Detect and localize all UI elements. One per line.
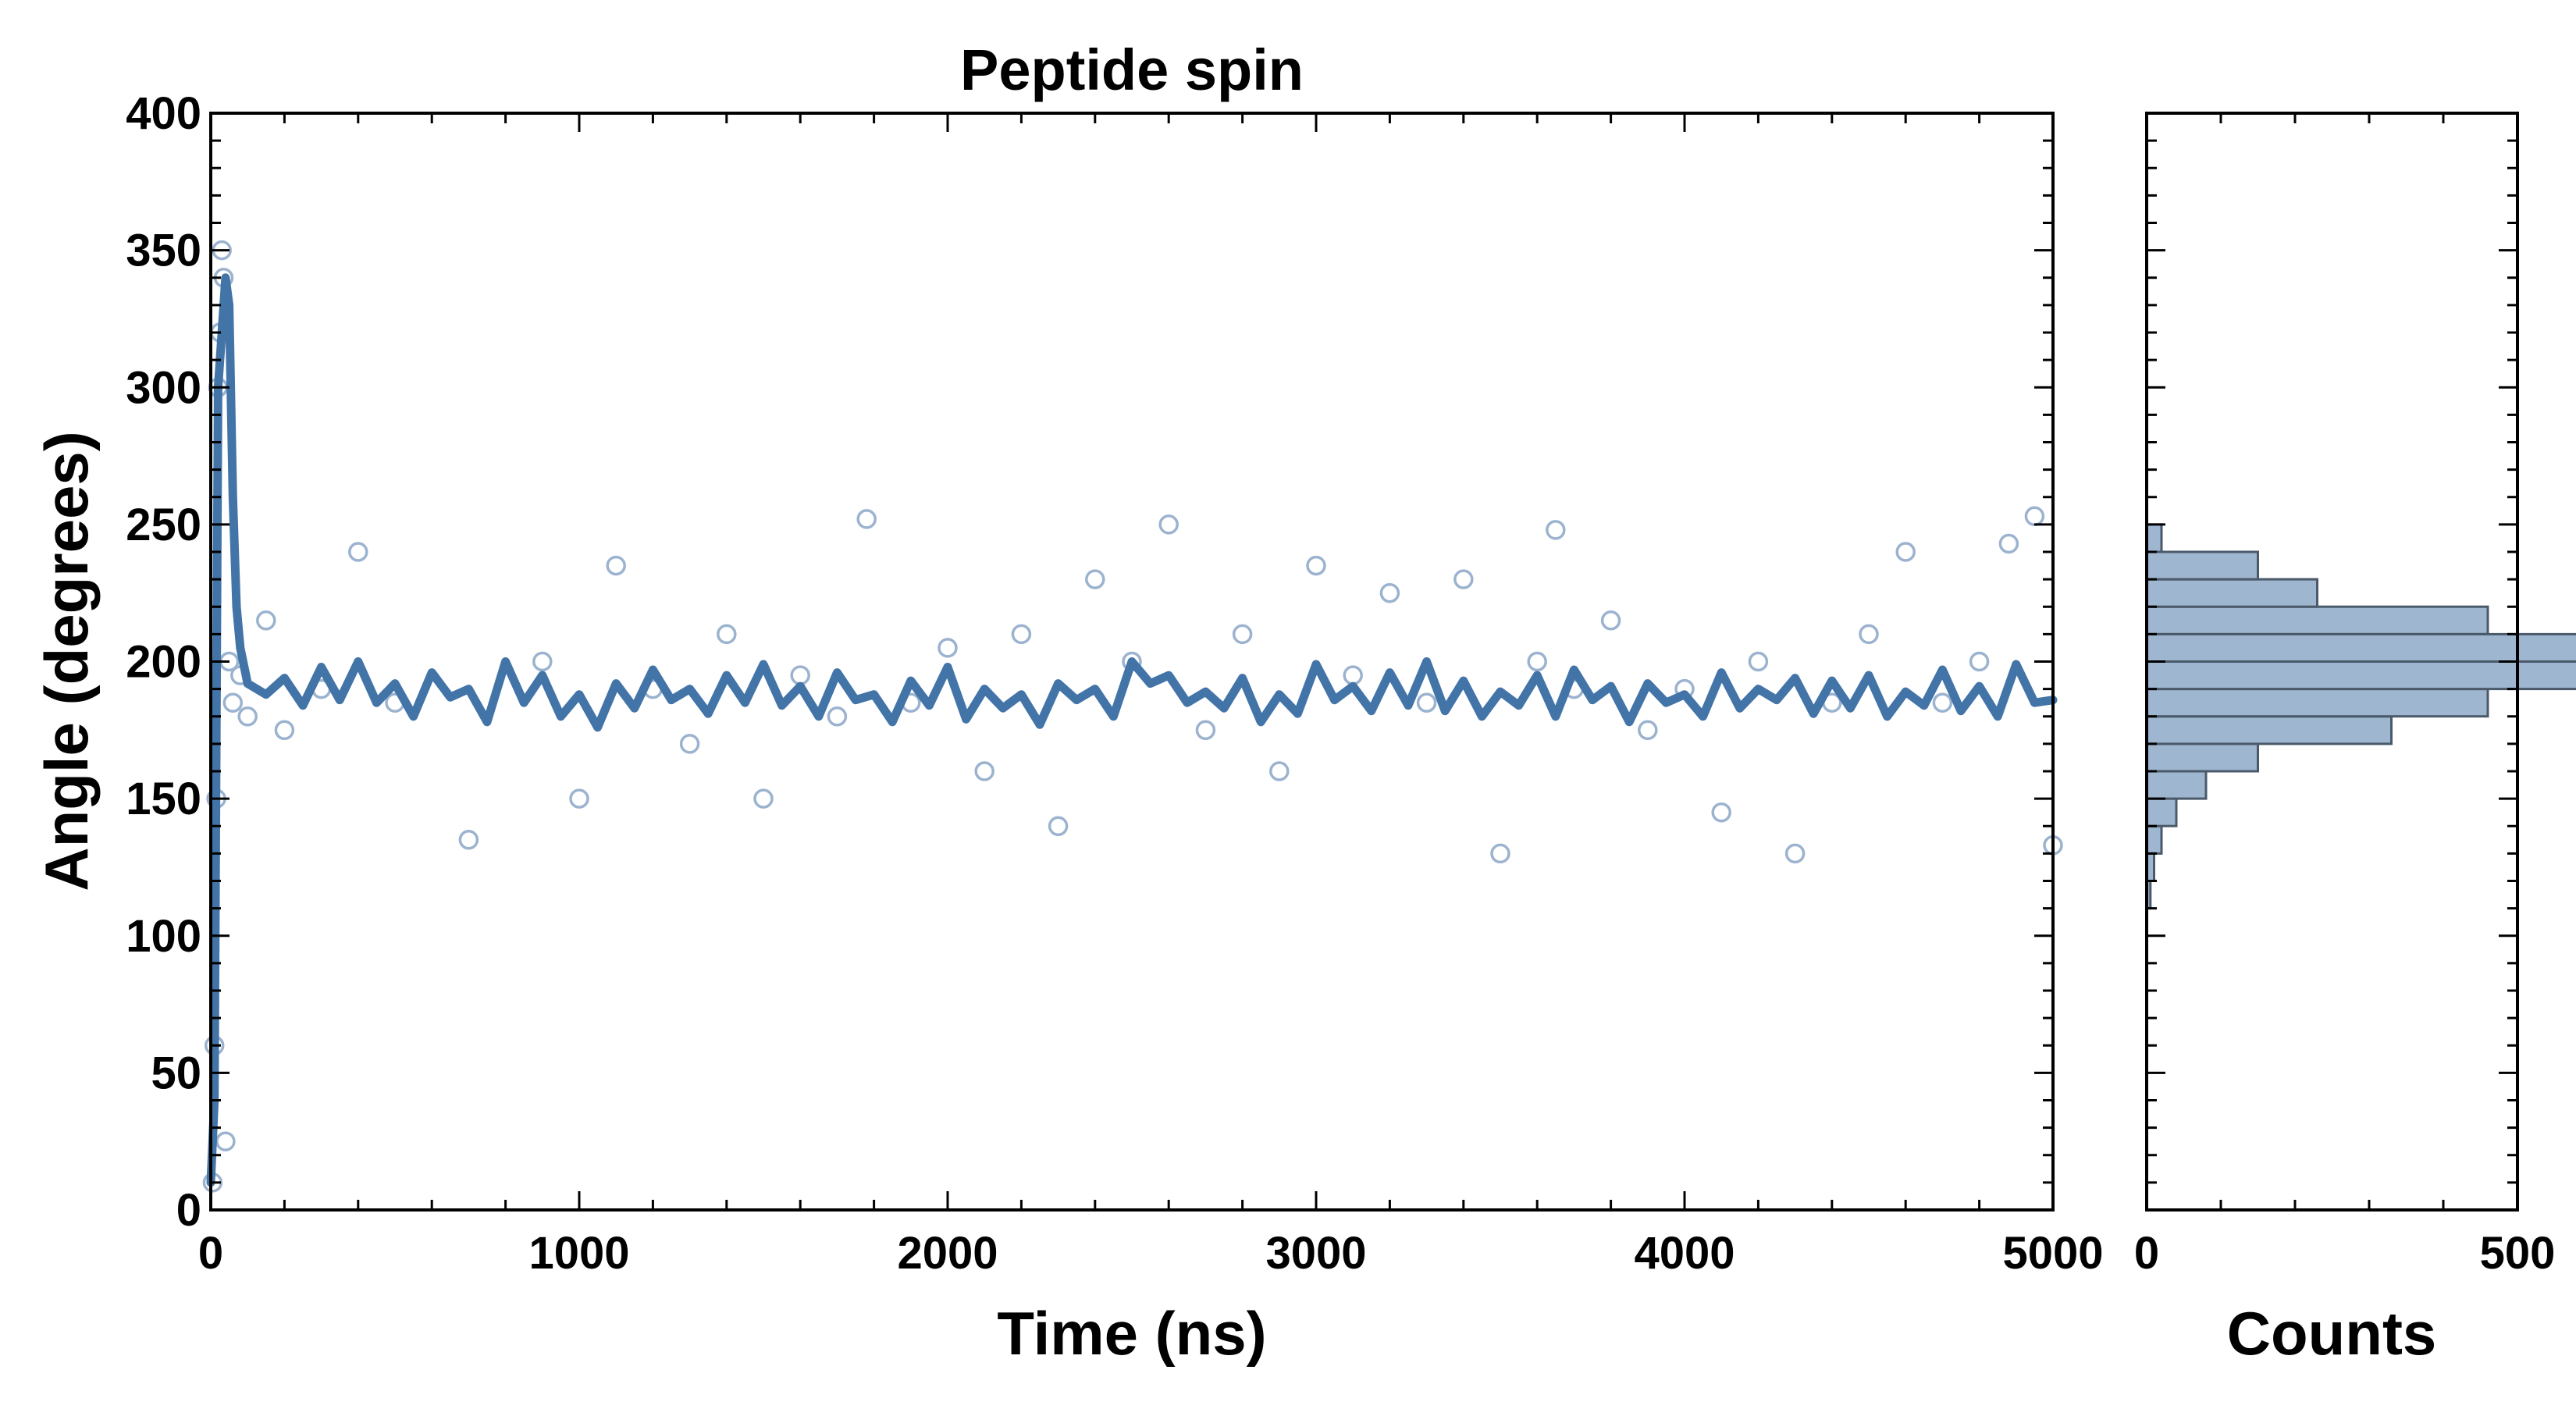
x-tick-label: 1000 [528, 1228, 629, 1279]
scatter-point [1748, 651, 1769, 672]
scatter-point [1269, 761, 1290, 781]
scatter-point [1085, 569, 1105, 589]
scatter-point [1932, 692, 1953, 713]
scatter-point [856, 509, 877, 529]
scatter-point [1638, 720, 1658, 741]
scatter-point [1600, 610, 1621, 631]
scatter-point [1527, 651, 1547, 672]
scatter-point [348, 542, 368, 562]
scatter-point [753, 788, 774, 809]
scatter-point [1158, 514, 1179, 535]
scatter-point [790, 665, 810, 685]
x-tick-label: 5000 [2002, 1228, 2103, 1279]
histogram-x-axis-label: Counts [2227, 1299, 2437, 1368]
scatter-point [938, 638, 958, 658]
y-tick-label: 200 [126, 637, 201, 688]
scatter-point [1306, 555, 1326, 576]
y-tick-label: 50 [151, 1048, 201, 1098]
histogram-bar [2145, 523, 2163, 553]
histogram-bar [2145, 550, 2259, 581]
scatter-point [1379, 582, 1400, 603]
histogram-bar [2145, 578, 2318, 608]
scatter-point [1195, 720, 1216, 741]
scatter-point [1343, 665, 1363, 685]
y-tick-label: 300 [126, 362, 201, 413]
scatter-point [1711, 802, 1731, 823]
y-tick-label: 150 [126, 774, 201, 824]
histogram-bar [2145, 632, 2576, 664]
y-tick-label: 0 [176, 1185, 201, 1236]
scatter-point [1784, 843, 1806, 864]
scatter-point [1859, 624, 1879, 645]
histogram-bar [2145, 605, 2489, 635]
main-plot: 0 1000 2000 3000 4000 5000 0 50 100 150 200 250 300 3… [32, 37, 2104, 1368]
scatter-point [569, 788, 589, 809]
scatter-point [237, 706, 258, 727]
chart-title: Peptide spin [960, 37, 1304, 102]
scatter-point [1998, 533, 2019, 554]
histogram-plot: 0 500 Counts [2134, 112, 2576, 1368]
scatter-point [1453, 569, 1474, 589]
scatter-point [458, 830, 479, 850]
scatter-point [1011, 624, 1032, 645]
histogram-bar [2145, 688, 2489, 718]
scatter-point [606, 555, 626, 576]
scatter-point [1969, 651, 1990, 672]
y-tick-label: 250 [126, 500, 201, 550]
line-layer [206, 273, 2058, 1187]
histogram-bar [2145, 660, 2576, 691]
scatter-point [827, 706, 848, 727]
scatter-point [974, 761, 994, 781]
histogram-bar [2145, 797, 2178, 827]
scatter-point [2024, 506, 2045, 527]
scatter-point [1895, 542, 1916, 562]
y-tick-label: 350 [126, 226, 201, 276]
histogram-bar [2145, 715, 2393, 745]
histogram-frame [2145, 112, 2519, 1212]
histogram-x-tick-label: 500 [2480, 1228, 2556, 1279]
histogram-bar [2145, 742, 2259, 773]
scatter-point [1048, 816, 1069, 837]
scatter-point [1490, 843, 1510, 864]
scatter-point [1416, 692, 1437, 713]
scatter-point [215, 1131, 236, 1151]
scatter-point [717, 624, 737, 645]
y-tick-label: 100 [126, 911, 201, 962]
scatter-point [256, 610, 276, 631]
scatter-point [1546, 520, 1566, 540]
x-tick-label: 0 [198, 1228, 223, 1279]
scatter-point [274, 720, 295, 741]
histogram-bar [2145, 824, 2163, 855]
scatter-point [532, 651, 553, 672]
scatter-point [679, 734, 700, 754]
scatter-point [1232, 624, 1253, 645]
scatter-point [222, 692, 244, 713]
x-tick-label: 2000 [897, 1228, 998, 1279]
y-axis-label: Angle (degrees) [32, 431, 101, 891]
histogram-x-tick-label: 0 [2134, 1228, 2159, 1279]
main-ticks: 0 1000 2000 3000 4000 5000 0 50 100 150 200 250 300 3… [126, 88, 2103, 1279]
x-tick-label: 3000 [1265, 1228, 1366, 1279]
y-tick-label: 400 [126, 88, 201, 139]
series-line [206, 273, 2058, 1187]
main-plot-frame [209, 112, 2055, 1212]
x-tick-label: 4000 [1634, 1228, 1735, 1279]
histogram-bar [2145, 770, 2208, 800]
x-axis-label: Time (ns) [997, 1299, 1266, 1368]
